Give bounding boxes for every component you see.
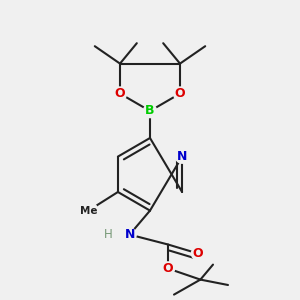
Text: H: H — [103, 228, 112, 241]
Circle shape — [113, 87, 127, 100]
Text: N: N — [124, 228, 135, 241]
Text: O: O — [175, 87, 185, 100]
Circle shape — [176, 150, 189, 163]
Circle shape — [191, 247, 205, 260]
Circle shape — [161, 262, 175, 275]
Circle shape — [123, 228, 136, 241]
Circle shape — [80, 202, 98, 220]
Circle shape — [173, 87, 187, 100]
Text: O: O — [193, 247, 203, 260]
Text: B: B — [145, 104, 155, 118]
Text: Me: Me — [80, 206, 97, 216]
Text: N: N — [177, 150, 187, 163]
Text: O: O — [115, 87, 125, 100]
Circle shape — [143, 104, 157, 118]
Text: O: O — [163, 262, 173, 275]
